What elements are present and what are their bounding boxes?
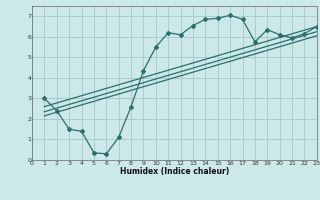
X-axis label: Humidex (Indice chaleur): Humidex (Indice chaleur) bbox=[120, 167, 229, 176]
